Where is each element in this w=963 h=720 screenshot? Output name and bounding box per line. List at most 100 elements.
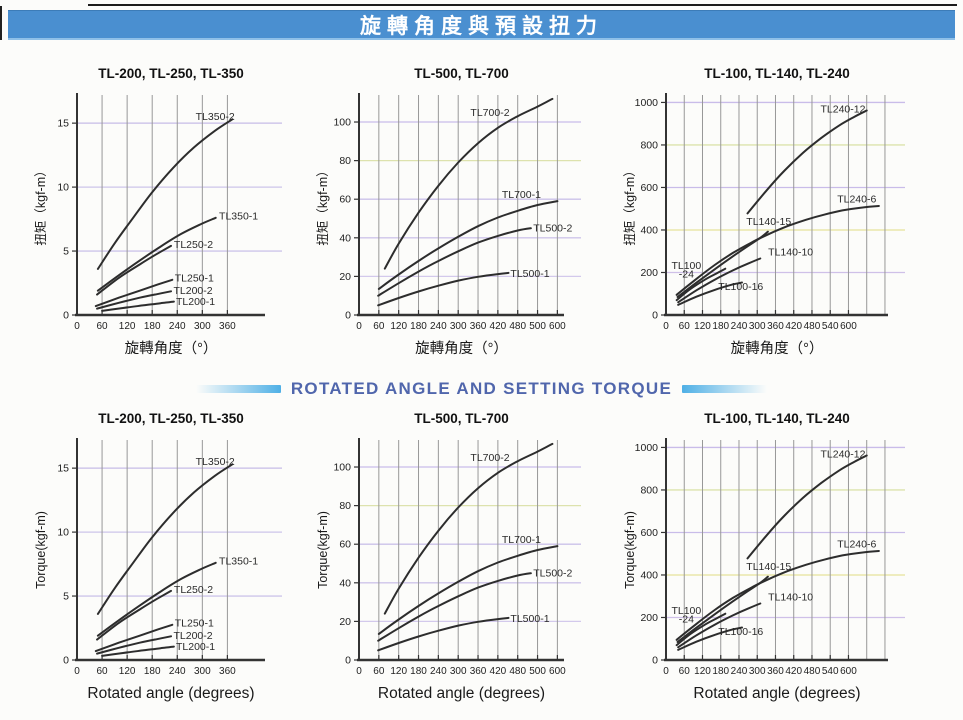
series-label-TL240-6: TL240-6 [837, 539, 876, 551]
series-curve-TL200-2 [96, 635, 172, 655]
series-label-TL100-16: TL100-16 [718, 281, 763, 293]
x-axis-title: 旋轉角度（°） [415, 340, 508, 357]
y-tick-label: 100 [333, 117, 351, 129]
x-tick-label: 60 [373, 321, 385, 332]
y-axis-title: 扭矩（kgf-m） [623, 164, 637, 245]
x-tick-label: 180 [144, 321, 161, 332]
y-tick-label: 600 [640, 527, 658, 539]
x-tick-label: 120 [119, 666, 136, 677]
y-tick-label: 200 [640, 267, 658, 279]
series-curve-TL100-16 [677, 626, 743, 651]
x-axis-title: Rotated angle (degrees) [87, 685, 254, 702]
y-tick-label: 0 [63, 310, 69, 322]
series-curve-TL140-15 [676, 575, 769, 643]
x-tick-label: 300 [194, 321, 211, 332]
series-curve-TL100-24 [675, 267, 727, 302]
y-tick-label: 15 [57, 118, 69, 130]
x-tick-label: 0 [663, 321, 669, 332]
y-tick-label: 5 [63, 246, 69, 258]
series-label-TL500-1: TL500-1 [510, 268, 549, 280]
x-tick-label: 120 [694, 321, 711, 332]
x-tick-label: 500 [529, 666, 546, 677]
series-label-TL500-2: TL500-2 [533, 223, 572, 235]
section-heading: ROTATED ANGLE AND SETTING TORQUE [0, 378, 963, 400]
x-tick-label: 360 [767, 321, 784, 332]
chart-title: TL-100, TL-140, TL-240 [704, 411, 850, 426]
series-curve-TL500-1 [377, 616, 510, 652]
x-tick-label: 240 [430, 321, 447, 332]
y-tick-label: 60 [339, 194, 351, 206]
x-tick-label: 600 [549, 666, 566, 677]
x-tick-label: 600 [840, 321, 857, 332]
series-label-TL250-2: TL250-2 [174, 584, 213, 596]
series-curve-TL350-1 [96, 561, 217, 637]
x-tick-label: 500 [529, 321, 546, 332]
x-tick-label: 180 [410, 666, 427, 677]
y-tick-label: 15 [57, 463, 69, 475]
series-curve-TL140-10 [677, 602, 762, 649]
y-tick-label: 10 [57, 527, 69, 539]
x-tick-label: 0 [356, 666, 362, 677]
y-axis-title: Torque(kgf-m) [34, 511, 48, 589]
x-tick-label: 120 [119, 321, 136, 332]
x-axis-title: Rotated angle (degrees) [693, 685, 860, 702]
series-label-TL100-16: TL100-16 [718, 626, 763, 638]
x-axis-title: 旋轉角度（°） [125, 340, 218, 357]
y-tick-label: 600 [640, 182, 658, 194]
x-tick-label: 120 [390, 321, 407, 332]
x-axis-title: 旋轉角度（°） [731, 340, 824, 357]
y-axis-title: Torque(kgf-m) [623, 511, 637, 589]
x-tick-label: 120 [390, 666, 407, 677]
y-tick-label: 800 [640, 139, 658, 151]
series-curve-TL250-2 [96, 589, 172, 641]
y-tick-label: 100 [333, 462, 351, 474]
series-curve-TL700-1 [377, 200, 559, 290]
x-tick-label: 60 [679, 321, 691, 332]
x-tick-label: 420 [785, 666, 802, 677]
series-label-TL240-12: TL240-12 [820, 449, 865, 461]
y-tick-label: 40 [339, 577, 351, 589]
x-tick-label: 360 [470, 666, 487, 677]
series-curve-TL250-1 [94, 623, 174, 653]
chart-bottom-middle-tl500-700: 0 20 40 60 80 100 0 60 120 180 240 300 360 420 480 500 6… [316, 411, 581, 702]
banner-title: 旋轉角度與預設扭力 [360, 14, 603, 38]
y-tick-label: 40 [339, 232, 351, 244]
series-label-TL200-1: TL200-1 [176, 296, 215, 308]
series-curve-TL240-12 [746, 454, 868, 560]
series-label-TL200-1: TL200-1 [176, 641, 215, 653]
series-label-TL250-1: TL250-1 [175, 272, 214, 284]
y-tick-label: 0 [345, 310, 351, 322]
x-tick-label: 240 [731, 321, 748, 332]
series-label-TL100-24: TL100 [671, 605, 701, 617]
series-label-TL240-12: TL240-12 [820, 104, 865, 116]
y-axis-title: Torque(kgf-m) [316, 511, 330, 589]
y-tick-label: 60 [339, 539, 351, 551]
x-tick-label: 240 [430, 666, 447, 677]
x-tick-label: 600 [840, 666, 857, 677]
series-label-TL100-24: -24 [679, 614, 694, 626]
series-label-TL140-10: TL140-10 [768, 592, 813, 604]
x-tick-label: 300 [749, 666, 766, 677]
x-tick-label: 360 [219, 321, 236, 332]
series-curve-TL500-1 [377, 271, 510, 307]
x-tick-label: 480 [509, 666, 526, 677]
series-curve-TL200-1 [101, 300, 175, 312]
x-tick-label: 60 [97, 666, 109, 677]
y-tick-label: 400 [640, 224, 658, 236]
x-tick-label: 180 [712, 321, 729, 332]
heading-bar-left-icon [195, 385, 281, 393]
series-label-TL350-2: TL350-2 [196, 111, 235, 123]
series-label-TL200-2: TL200-2 [174, 285, 213, 297]
y-tick-label: 1000 [635, 97, 659, 109]
series-label-TL100-24: -24 [679, 269, 694, 281]
x-tick-label: 60 [97, 321, 109, 332]
series-curve-TL100-24 [675, 612, 727, 647]
section-heading-text: ROTATED ANGLE AND SETTING TORQUE [290, 379, 673, 398]
series-curve-TL240-6 [675, 550, 880, 641]
y-tick-label: 200 [640, 612, 658, 624]
x-tick-label: 60 [679, 666, 691, 677]
x-tick-label: 600 [549, 321, 566, 332]
series-label-TL350-2: TL350-2 [196, 456, 235, 468]
scan-edge-top [88, 4, 957, 6]
series-curve-TL700-1 [377, 545, 559, 635]
